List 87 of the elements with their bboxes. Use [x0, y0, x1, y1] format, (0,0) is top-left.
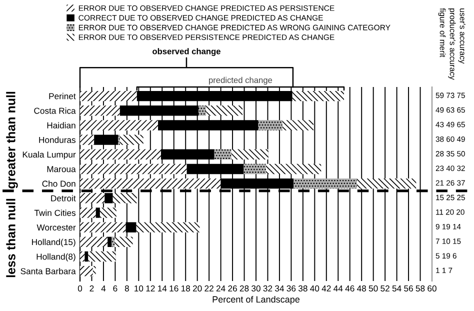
bar	[80, 236, 108, 248]
y-tick-label: Cho Don	[42, 180, 76, 187]
x-tick-label: 46	[345, 285, 354, 292]
bar	[80, 164, 187, 174]
x-tick-label: 16	[170, 285, 178, 292]
bar	[80, 134, 94, 145]
bar	[80, 120, 158, 130]
x-tick-label: 40	[310, 285, 320, 292]
bar	[206, 106, 243, 116]
x-tick-label: 44	[334, 285, 343, 292]
bar	[292, 90, 344, 102]
x-tick-label: 24	[216, 285, 226, 292]
x-tick-label: 52	[380, 285, 390, 292]
x-tick-label: 38	[298, 285, 308, 292]
text: predicted change	[209, 76, 272, 85]
y-tick-label: Costa Rica	[34, 108, 76, 114]
x-tick-label: 12	[146, 285, 155, 292]
x-tick-label: 48	[357, 285, 366, 292]
bar	[108, 236, 112, 248]
bar	[120, 134, 144, 145]
text: greater than null	[6, 92, 18, 188]
x-tick-label: 54	[392, 285, 402, 292]
x-tick-label: 28	[240, 285, 249, 292]
x-tick-label: 34	[275, 285, 284, 292]
x-tick-label: 58	[416, 285, 425, 292]
y-tick-label: Holland(15)	[32, 238, 76, 247]
x-tick-label: 42	[322, 285, 331, 292]
text: producer's accuracy	[448, 8, 456, 80]
bar	[231, 149, 268, 160]
bar	[80, 222, 126, 232]
x-tick-label: 22	[204, 285, 214, 292]
y-tick-label: Haidian	[47, 122, 76, 128]
bar	[244, 164, 266, 174]
bar	[198, 106, 206, 116]
bar	[80, 193, 105, 204]
y-tick-label: Worcester	[36, 224, 76, 231]
bar	[88, 251, 116, 262]
bar	[112, 193, 137, 204]
bar	[84, 251, 88, 262]
x-tick-label: 10	[134, 285, 144, 292]
bar	[80, 178, 221, 189]
x-tick-label: 14	[158, 285, 167, 292]
y-tick-label: Maroua	[47, 166, 76, 172]
text: observed change	[152, 48, 220, 56]
bar	[258, 120, 282, 130]
y-tick-label: Honduras	[39, 136, 76, 144]
x-tick-label: 20	[192, 285, 202, 292]
x-tick-label: 4	[101, 285, 106, 292]
bar	[80, 208, 96, 218]
bar	[80, 266, 93, 276]
bar	[114, 236, 133, 248]
text: figure of merit	[438, 8, 446, 58]
bar	[356, 178, 416, 189]
x-tick-label: 60	[428, 285, 436, 292]
y-tick-label: Holland(8)	[36, 253, 76, 262]
x-tick-label: 32	[263, 285, 272, 292]
bar	[214, 149, 232, 160]
y-tick-label: Detroit	[51, 195, 76, 202]
bar	[112, 236, 115, 248]
x-axis-title: Percent of Landscape	[212, 296, 300, 304]
bar	[100, 208, 116, 218]
bar	[80, 251, 85, 262]
y-tick-label: Twin Cities	[34, 210, 76, 216]
y-tick-label: Perinet	[49, 92, 76, 100]
y-tick-label: Santa Barbara	[20, 268, 76, 274]
bar	[96, 208, 100, 218]
x-tick-label: 36	[286, 285, 296, 292]
bar	[294, 178, 357, 189]
x-tick-label: 56	[404, 285, 413, 292]
x-tick-label: 50	[368, 285, 378, 292]
bar	[80, 90, 137, 102]
text: user's accuracy	[458, 8, 466, 64]
text: less than null	[6, 198, 16, 278]
x-tick-label: 8	[124, 285, 129, 292]
x-tick-label: 26	[228, 285, 237, 292]
bar	[80, 149, 161, 160]
bar	[80, 106, 120, 116]
bar	[92, 266, 96, 276]
x-tick-label: 30	[252, 285, 260, 292]
y-tick-label: Kuala Lumpur	[22, 151, 76, 160]
bar	[266, 164, 322, 174]
x-tick-label: 2	[90, 285, 94, 292]
bar	[136, 222, 200, 232]
x-tick-label: 0	[78, 285, 82, 292]
x-tick-label: 6	[113, 285, 118, 292]
bar	[282, 120, 314, 130]
x-tick-label: 18	[181, 285, 190, 292]
